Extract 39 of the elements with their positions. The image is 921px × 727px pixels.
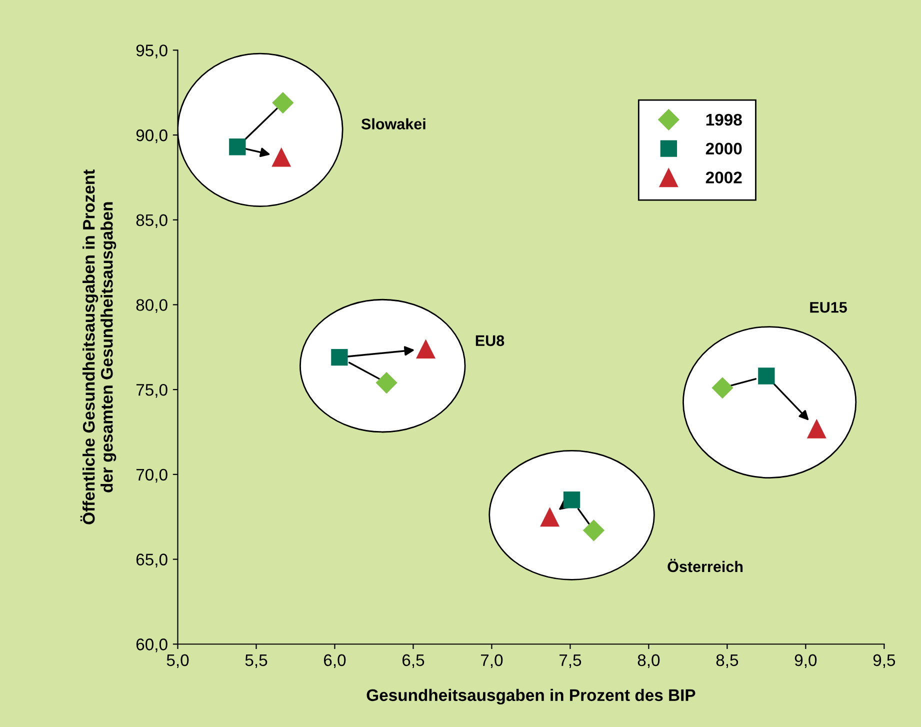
y-tick-label: 70,0	[136, 468, 168, 483]
point	[272, 147, 292, 167]
annotation: Österreich	[668, 558, 743, 572]
annotation: EU8	[476, 335, 504, 346]
annotation: EU15	[810, 302, 847, 313]
x-tick-label: 7,0	[480, 654, 503, 668]
x-axis-title: Gesundheitsausgaben in Prozent des BIP	[366, 688, 696, 704]
y-tick-label: 85,0	[136, 214, 168, 228]
x-tick-label: 8,5	[716, 654, 738, 668]
x-tick-label: 5,5	[245, 654, 268, 668]
point	[758, 368, 775, 384]
annotation: Slowakei	[361, 118, 426, 130]
x-tick-label: 9,5	[873, 654, 896, 668]
point	[416, 339, 436, 359]
y-axis-title: Öffentliche Gesundheitsausgaben in Prozent der gesamten Gesundheitsausgaben	[80, 170, 116, 524]
point	[582, 520, 605, 542]
x-tick-label: 9,0	[794, 654, 817, 668]
point	[376, 372, 398, 394]
point	[540, 507, 560, 527]
x-tick-label: 6,5	[402, 654, 424, 668]
y-tick-label: 60,0	[136, 638, 168, 652]
point	[229, 138, 246, 156]
y-tick-label: 95,0	[136, 44, 168, 58]
y-tick-label: 75,0	[136, 384, 168, 398]
legend-label: 2000	[706, 142, 742, 155]
y-tick-label: 90,0	[136, 129, 168, 144]
legend-label: 1998	[706, 114, 742, 126]
legend-label: 2002	[706, 172, 742, 184]
point	[331, 348, 348, 366]
point	[272, 92, 294, 114]
y-tick-label: 65,0	[136, 554, 168, 568]
x-tick-label: 8,0	[638, 654, 660, 668]
point	[563, 492, 580, 508]
x-tick-label: 5,0	[166, 654, 189, 668]
x-tick-label: 7,5	[559, 654, 582, 668]
x-tick-label: 6,0	[324, 654, 346, 668]
point	[712, 377, 734, 399]
point	[806, 418, 826, 438]
y-tick-label: 80,0	[136, 299, 168, 313]
